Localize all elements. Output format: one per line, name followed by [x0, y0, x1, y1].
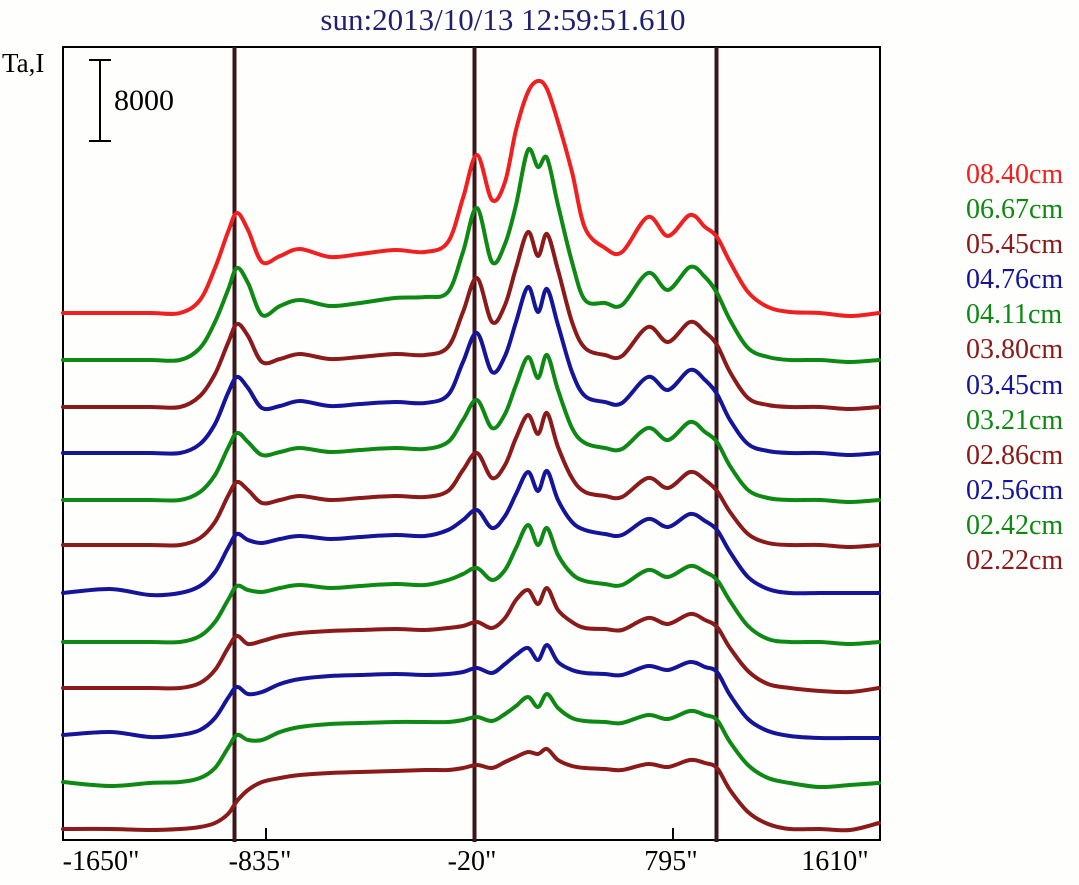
legend-item: 06.67cm — [966, 194, 1064, 226]
legend-item: 04.76cm — [966, 264, 1064, 296]
legend-item: 03.21cm — [966, 404, 1064, 436]
legend-item: 05.45cm — [966, 229, 1064, 261]
trace-04.11cm — [61, 352, 881, 504]
legend-item: 02.56cm — [966, 474, 1064, 506]
plot-frame — [62, 46, 881, 841]
legend-item: 04.11cm — [966, 299, 1063, 331]
legend-item: 03.80cm — [966, 334, 1064, 366]
trace-05.45cm — [61, 229, 881, 411]
trace-03.21cm — [61, 523, 881, 646]
x-tick-label: 1610" — [801, 846, 869, 877]
legend-item: 02.22cm — [966, 545, 1064, 577]
trace-03.45cm — [61, 468, 881, 598]
trace-02.42cm — [61, 692, 881, 790]
wavelength-legend: 08.40cm 06.67cm 05.45cm 04.76cm 04.11cm 03.80… — [966, 157, 1063, 578]
trace-02.56cm — [61, 643, 881, 741]
x-tick-label: -20" — [447, 846, 497, 877]
scale-bar-label: 8000 — [114, 84, 174, 117]
legend-item: 03.45cm — [966, 369, 1064, 401]
x-tick-label: -835" — [228, 846, 292, 877]
plot-title: sun:2013/10/13 12:59:51.610 — [320, 2, 686, 37]
legend-item: 08.40cm — [966, 159, 1064, 190]
y-axis-label: Ta,I — [2, 48, 45, 78]
trace-02.86cm — [61, 586, 881, 695]
trace-06.67cm — [61, 146, 881, 364]
trace-08.40cm — [61, 78, 881, 318]
legend-item: 02.42cm — [966, 509, 1064, 541]
x-tick-label: -1650" — [62, 846, 140, 877]
legend-item: 02.86cm — [966, 439, 1064, 471]
trace-02.22cm — [61, 746, 881, 833]
trace-04.76cm — [61, 284, 881, 457]
trace-03.80cm — [61, 410, 881, 549]
x-tick-label: 795" — [644, 846, 698, 877]
